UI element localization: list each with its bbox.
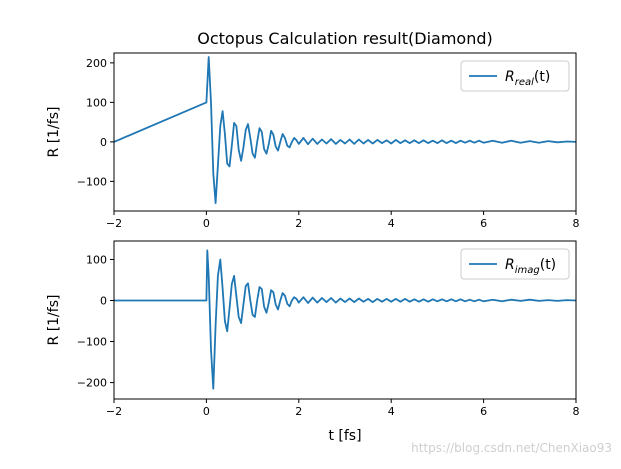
x-tick-label: −2 xyxy=(106,405,122,418)
x-tick-label: 0 xyxy=(203,405,210,418)
axes-frame xyxy=(113,240,577,400)
y-tick-label: 0 xyxy=(100,136,107,149)
x-tick-label: 8 xyxy=(573,217,580,230)
y-tick-label: −100 xyxy=(77,336,107,349)
y-tick-label: 100 xyxy=(86,253,107,266)
y-axis-label: R [1/fs] xyxy=(46,295,62,346)
y-tick-label: −200 xyxy=(77,377,107,390)
y-tick-label: 100 xyxy=(86,96,107,109)
x-tick-label: −2 xyxy=(106,217,122,230)
x-tick-label: 2 xyxy=(295,217,302,230)
legend-label: Rreal(t) xyxy=(505,69,550,88)
legend-label: Rimag(t) xyxy=(505,257,556,276)
x-tick-label: 2 xyxy=(295,405,302,418)
axes-frame xyxy=(113,52,577,212)
panel-real: −2 0 2 4 6 8 200 100 0 −100 R [1/fs] Rreal(t) xyxy=(46,52,580,230)
watermark: https://blog.csdn.net/ChenXiao93 xyxy=(411,441,612,455)
legend-box xyxy=(460,60,570,92)
y-tick-label: 0 xyxy=(100,295,107,308)
series-line xyxy=(114,249,577,390)
x-tick-label: 4 xyxy=(388,217,395,230)
chart-title: Octopus Calculation result(Diamond) xyxy=(197,29,493,48)
x-tick-label: 6 xyxy=(480,217,487,230)
x-axis-label: t [fs] xyxy=(328,428,361,444)
legend-box xyxy=(460,248,570,280)
x-tick-label: 8 xyxy=(573,405,580,418)
x-tick-label: 0 xyxy=(203,217,210,230)
x-tick-label: 6 xyxy=(480,405,487,418)
y-tick-label: 200 xyxy=(86,57,107,70)
series-line xyxy=(113,56,577,204)
x-tick-label: 4 xyxy=(388,405,395,418)
panel-imag: −2 0 2 4 6 8 100 0 −100 −200 R [1/fs] t [fs] Rimag(t… xyxy=(46,240,580,444)
y-tick-label: −100 xyxy=(77,175,107,188)
y-axis-label: R [1/fs] xyxy=(46,107,62,158)
